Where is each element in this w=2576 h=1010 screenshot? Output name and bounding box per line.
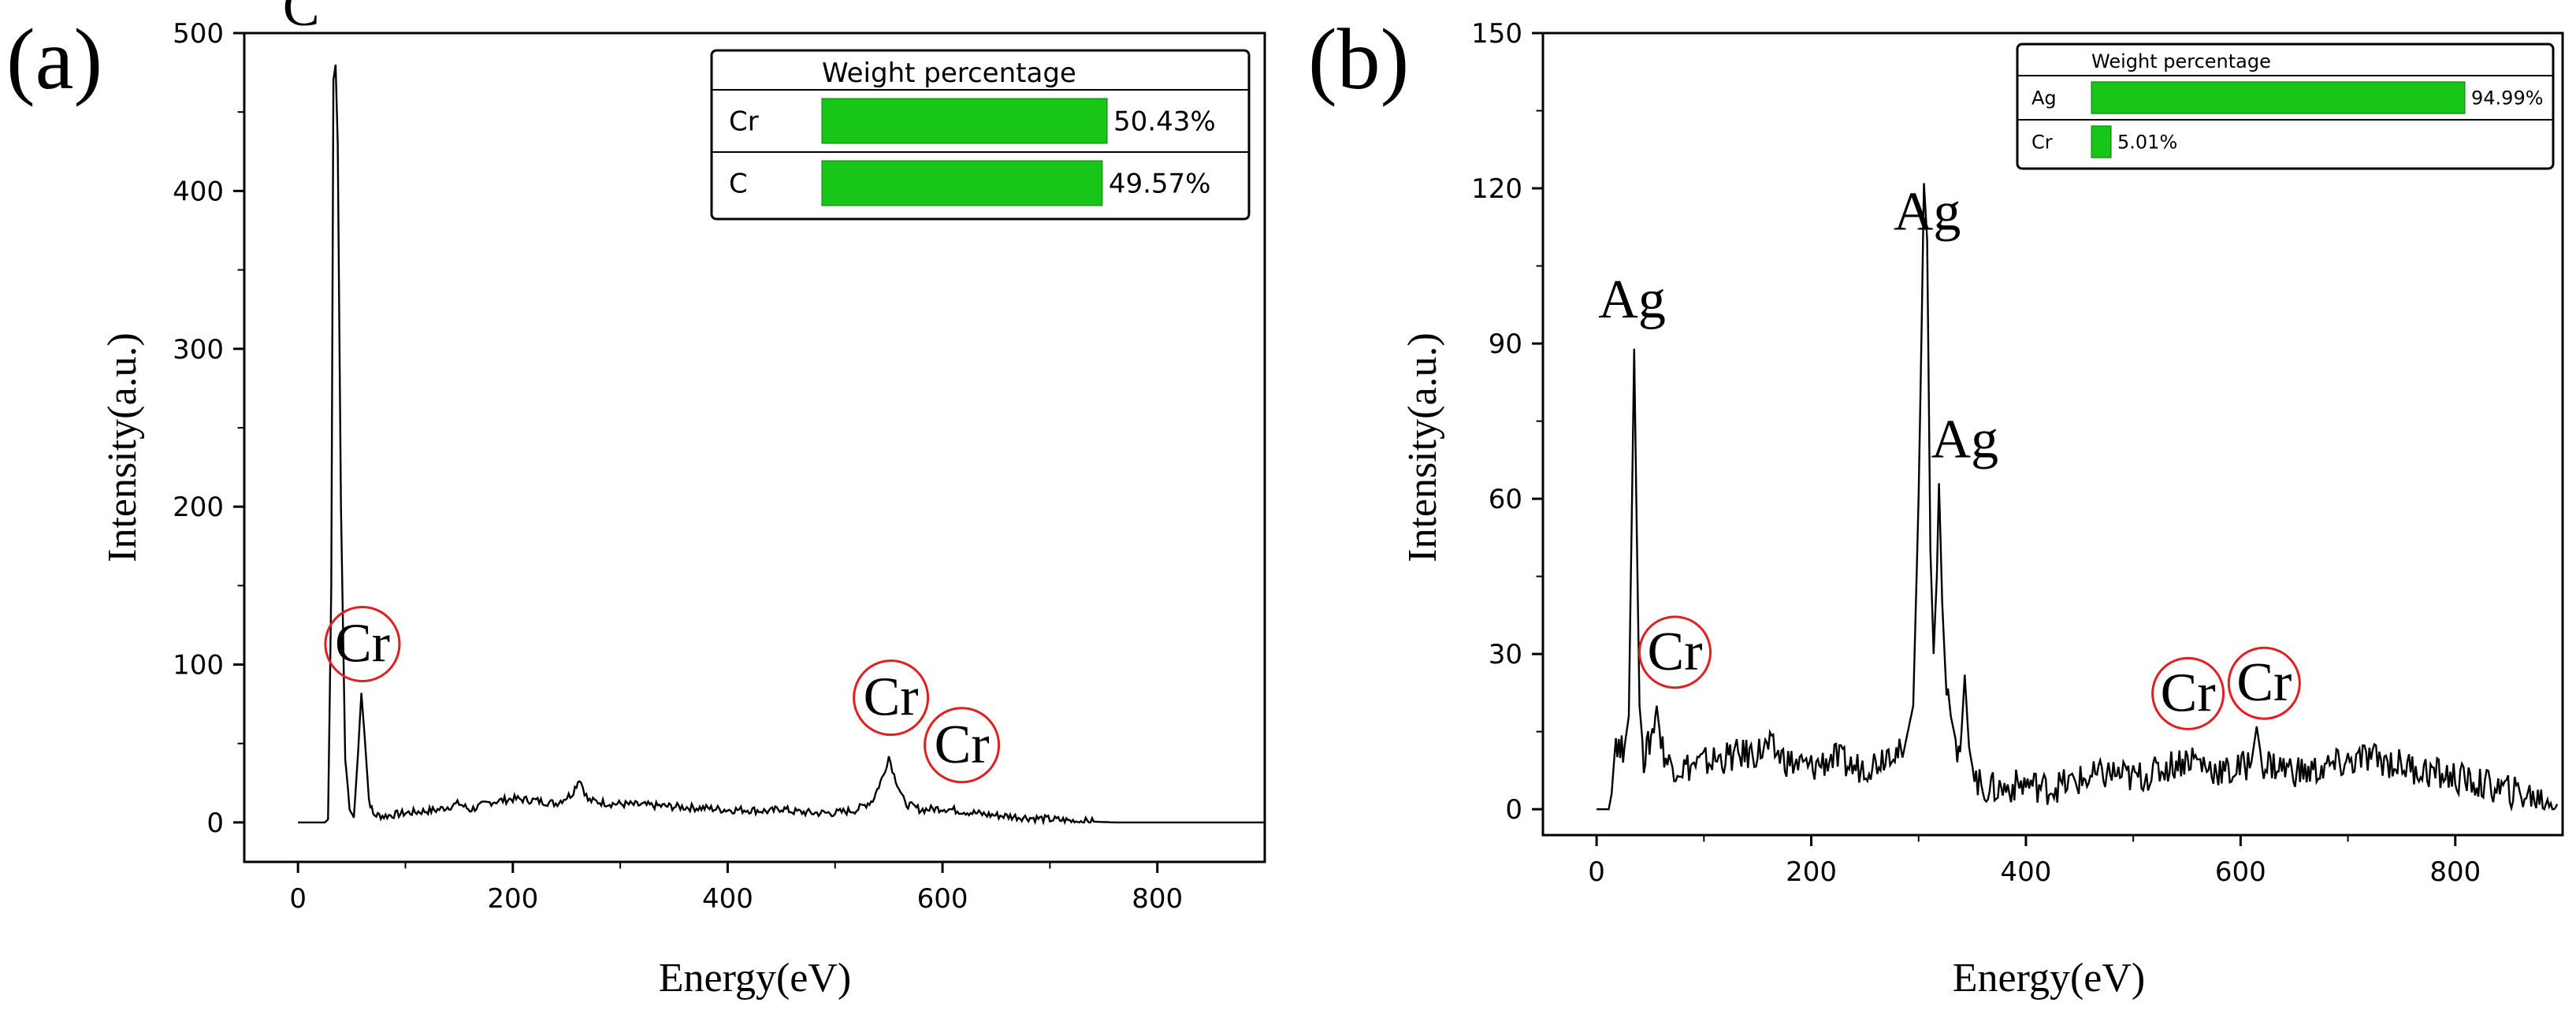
weight-percentage-inset: Weight percentage Ag 94.99% Cr 5.01% [2016, 43, 2555, 170]
annotation-circle [1638, 615, 1712, 689]
y-tick-label: 200 [173, 492, 224, 523]
x-tick-label: 400 [702, 883, 753, 915]
y-tick-label: 150 [1471, 18, 1522, 50]
inset-bar [2091, 81, 2466, 114]
annotation-circle [2227, 646, 2301, 720]
inset-title: Weight percentage [822, 58, 1076, 89]
annotation-label: Cr [1648, 622, 1703, 682]
weight-percentage-inset: Weight percentage Cr 50.43% C 49.57% [710, 49, 1251, 221]
inset-bar [821, 98, 1108, 144]
annotation-label: Cr [335, 614, 390, 674]
inset-bar-value: 49.57% [1109, 169, 1211, 200]
annotation-label: C [283, 0, 320, 38]
inset-bar-label: Cr [729, 106, 759, 138]
annotation-circle [2151, 656, 2225, 730]
y-tick-label: 300 [173, 334, 224, 366]
x-tick-label: 600 [917, 883, 968, 915]
annotation-circle [853, 659, 930, 737]
x-tick-label: 800 [1132, 883, 1183, 915]
annotation-circle [324, 606, 401, 683]
annotation-label: Ag [1598, 269, 1666, 330]
x-tick-label: 0 [289, 883, 307, 915]
inset-bar-label: Ag [2031, 87, 2057, 110]
x-axis-label: Energy(eV) [1953, 956, 2146, 1001]
y-tick-label: 120 [1471, 173, 1522, 205]
x-tick-label: 800 [2429, 856, 2481, 888]
inset-bar-label: Cr [2031, 132, 2053, 154]
inset-bar-value: 5.01% [2117, 132, 2177, 154]
x-tick-label: 0 [1588, 856, 1605, 888]
panel-label: (a) [6, 11, 102, 107]
y-tick-label: 0 [1505, 794, 1522, 826]
annotation-label: Cr [2161, 663, 2216, 723]
x-axis-label: Energy(eV) [659, 956, 852, 1001]
y-tick-label: 100 [173, 650, 224, 681]
y-axis-label: Intensity(a.u.) [100, 332, 145, 563]
y-tick-label: 0 [206, 808, 224, 839]
annotation-label: Cr [935, 715, 990, 775]
annotation-label: Ag [1931, 410, 1999, 470]
x-tick-label: 200 [1786, 856, 1837, 888]
annotation-circle [924, 707, 1001, 784]
annotation-label: Cr [864, 667, 919, 728]
annotation-label: Cr [2236, 652, 2292, 713]
chart-panel-a: (a) 0 200 400 600 800 0 100 200 300 400 500 Energy(e… [6, 0, 1266, 1001]
panel-label: (b) [1308, 11, 1409, 107]
chart-panel-b: (b) 0 200 400 600 800 0 30 60 90 120 150 Energy(eV) I… [1308, 11, 2564, 1001]
inset-bar-value: 94.99% [2471, 87, 2544, 110]
plot-frame [243, 32, 1266, 863]
x-tick-label: 200 [487, 883, 538, 915]
inset-title: Weight percentage [2091, 50, 2271, 72]
y-tick-label: 500 [173, 18, 224, 50]
y-tick-label: 90 [1489, 329, 1522, 360]
annotation-label: Ag [1894, 182, 1961, 243]
plot-frame [1541, 32, 2564, 837]
y-tick-label: 30 [1489, 639, 1522, 670]
inset-bar [2091, 125, 2112, 158]
inset-bar-value: 50.43% [1113, 106, 1216, 138]
series-line [1597, 183, 2559, 812]
inset-bar-label: C [729, 169, 748, 200]
y-axis-label: Intensity(a.u.) [1400, 332, 1445, 563]
y-tick-label: 60 [1489, 484, 1522, 515]
y-tick-label: 400 [173, 176, 224, 207]
series-line [298, 64, 1265, 826]
x-tick-label: 400 [2000, 856, 2051, 888]
x-tick-label: 600 [2215, 856, 2266, 888]
inset-bar [821, 160, 1103, 206]
